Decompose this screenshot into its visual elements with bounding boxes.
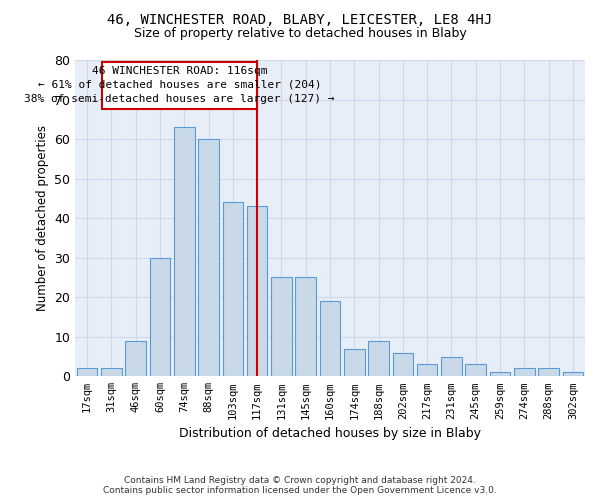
Bar [174, 127, 194, 376]
Bar [514, 368, 535, 376]
Text: ← 61% of detached houses are smaller (204): ← 61% of detached houses are smaller (20… [38, 80, 321, 90]
Bar [101, 368, 122, 376]
Bar [247, 206, 268, 376]
Bar [466, 364, 486, 376]
Bar [392, 352, 413, 376]
Bar [417, 364, 437, 376]
FancyBboxPatch shape [102, 62, 257, 110]
Y-axis label: Number of detached properties: Number of detached properties [35, 125, 49, 311]
Text: Size of property relative to detached houses in Blaby: Size of property relative to detached ho… [134, 28, 466, 40]
Bar [125, 340, 146, 376]
Bar [538, 368, 559, 376]
Bar [344, 348, 365, 376]
Bar [563, 372, 583, 376]
Text: Contains HM Land Registry data © Crown copyright and database right 2024.
Contai: Contains HM Land Registry data © Crown c… [103, 476, 497, 495]
Bar [295, 278, 316, 376]
Bar [223, 202, 243, 376]
X-axis label: Distribution of detached houses by size in Blaby: Distribution of detached houses by size … [179, 427, 481, 440]
Bar [368, 340, 389, 376]
Bar [441, 356, 462, 376]
Text: 46, WINCHESTER ROAD, BLABY, LEICESTER, LE8 4HJ: 46, WINCHESTER ROAD, BLABY, LEICESTER, L… [107, 12, 493, 26]
Text: 38% of semi-detached houses are larger (127) →: 38% of semi-detached houses are larger (… [24, 94, 335, 104]
Bar [320, 301, 340, 376]
Bar [150, 258, 170, 376]
Bar [198, 139, 219, 376]
Bar [490, 372, 511, 376]
Bar [77, 368, 97, 376]
Text: 46 WINCHESTER ROAD: 116sqm: 46 WINCHESTER ROAD: 116sqm [92, 66, 267, 76]
Bar [271, 278, 292, 376]
